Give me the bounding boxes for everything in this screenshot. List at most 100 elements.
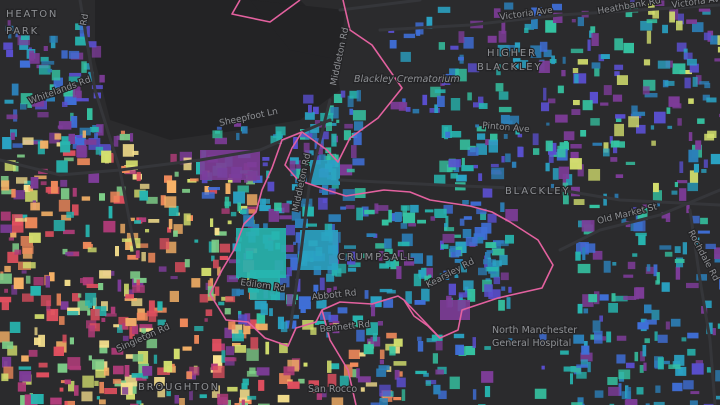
building-block	[438, 42, 445, 50]
building-block	[571, 109, 581, 115]
building-block	[352, 369, 358, 378]
building-block	[297, 241, 301, 255]
building-block	[651, 309, 660, 321]
building-parcel	[300, 230, 338, 270]
building-block	[280, 321, 288, 333]
building-block	[637, 322, 649, 330]
building-block	[53, 346, 64, 356]
building-block	[562, 182, 569, 196]
label-heaton-park: HEATON PARK	[6, 9, 58, 37]
building-block	[248, 319, 260, 329]
building-block	[173, 230, 178, 237]
building-block	[159, 238, 170, 250]
building-block	[62, 334, 67, 343]
building-block	[500, 114, 510, 127]
building-block	[689, 63, 699, 73]
building-block	[667, 125, 673, 129]
building-block	[378, 365, 390, 371]
building-block	[6, 114, 18, 120]
building-block	[145, 327, 154, 332]
building-block	[346, 168, 355, 173]
building-block	[218, 301, 225, 306]
building-block	[603, 142, 609, 153]
building-block	[654, 331, 658, 341]
building-block	[275, 292, 285, 301]
boundary-crumpsall	[209, 131, 441, 347]
building-block	[170, 363, 175, 368]
building-block	[503, 134, 508, 139]
building-block	[702, 10, 711, 15]
building-block	[587, 361, 591, 373]
building-block	[344, 245, 356, 249]
building-block	[80, 278, 87, 284]
building-block	[101, 317, 106, 322]
building-block	[60, 188, 70, 200]
building-block	[560, 350, 569, 355]
building-block	[450, 131, 462, 138]
building-block	[692, 76, 698, 87]
building-block	[379, 359, 384, 365]
building-block	[412, 108, 420, 114]
building-block	[651, 140, 656, 146]
building-block	[577, 16, 584, 27]
building-block	[570, 144, 582, 149]
building-block	[194, 326, 204, 332]
building-block	[132, 150, 139, 155]
building-block	[456, 174, 467, 182]
building-block	[417, 341, 424, 352]
building-block	[30, 177, 39, 189]
building-block	[348, 349, 360, 359]
building-block	[388, 29, 395, 33]
building-block	[448, 283, 456, 296]
building-block	[277, 394, 290, 403]
building-block	[28, 349, 38, 357]
building-block	[492, 248, 505, 256]
building-block	[668, 364, 681, 369]
building-block	[140, 403, 144, 405]
building-block	[345, 205, 355, 209]
building-block	[371, 303, 376, 317]
building-block	[555, 114, 568, 123]
building-block	[588, 169, 601, 181]
building-block	[37, 112, 49, 118]
building-block	[98, 283, 104, 291]
building-block	[313, 106, 319, 115]
building-block	[91, 85, 103, 90]
building-block	[49, 84, 57, 92]
building-block	[349, 90, 359, 99]
building-block	[179, 318, 188, 328]
building-block	[481, 371, 494, 383]
building-block	[450, 247, 460, 258]
building-block	[209, 187, 218, 194]
building-block	[589, 204, 600, 209]
building-block	[217, 266, 221, 276]
building-block	[450, 45, 459, 50]
building-block	[232, 333, 244, 342]
building-block	[134, 220, 141, 224]
building-block	[552, 168, 559, 180]
building-block	[88, 71, 94, 83]
building-block	[450, 173, 458, 179]
building-block	[4, 265, 11, 273]
building-block	[439, 273, 449, 280]
building-block	[393, 361, 407, 366]
building-block	[72, 293, 80, 302]
building-block	[532, 133, 539, 146]
building-block	[652, 190, 662, 203]
building-block	[86, 283, 100, 288]
building-block	[228, 259, 241, 264]
building-block	[262, 162, 268, 167]
building-block	[445, 131, 451, 138]
building-block	[539, 331, 547, 344]
building-block	[266, 170, 270, 179]
building-block	[115, 246, 119, 257]
building-block	[454, 234, 461, 238]
building-block	[72, 138, 85, 149]
building-block	[541, 365, 545, 370]
building-block	[62, 150, 76, 156]
building-block	[557, 145, 566, 158]
building-block	[84, 139, 97, 145]
building-block	[577, 303, 583, 314]
